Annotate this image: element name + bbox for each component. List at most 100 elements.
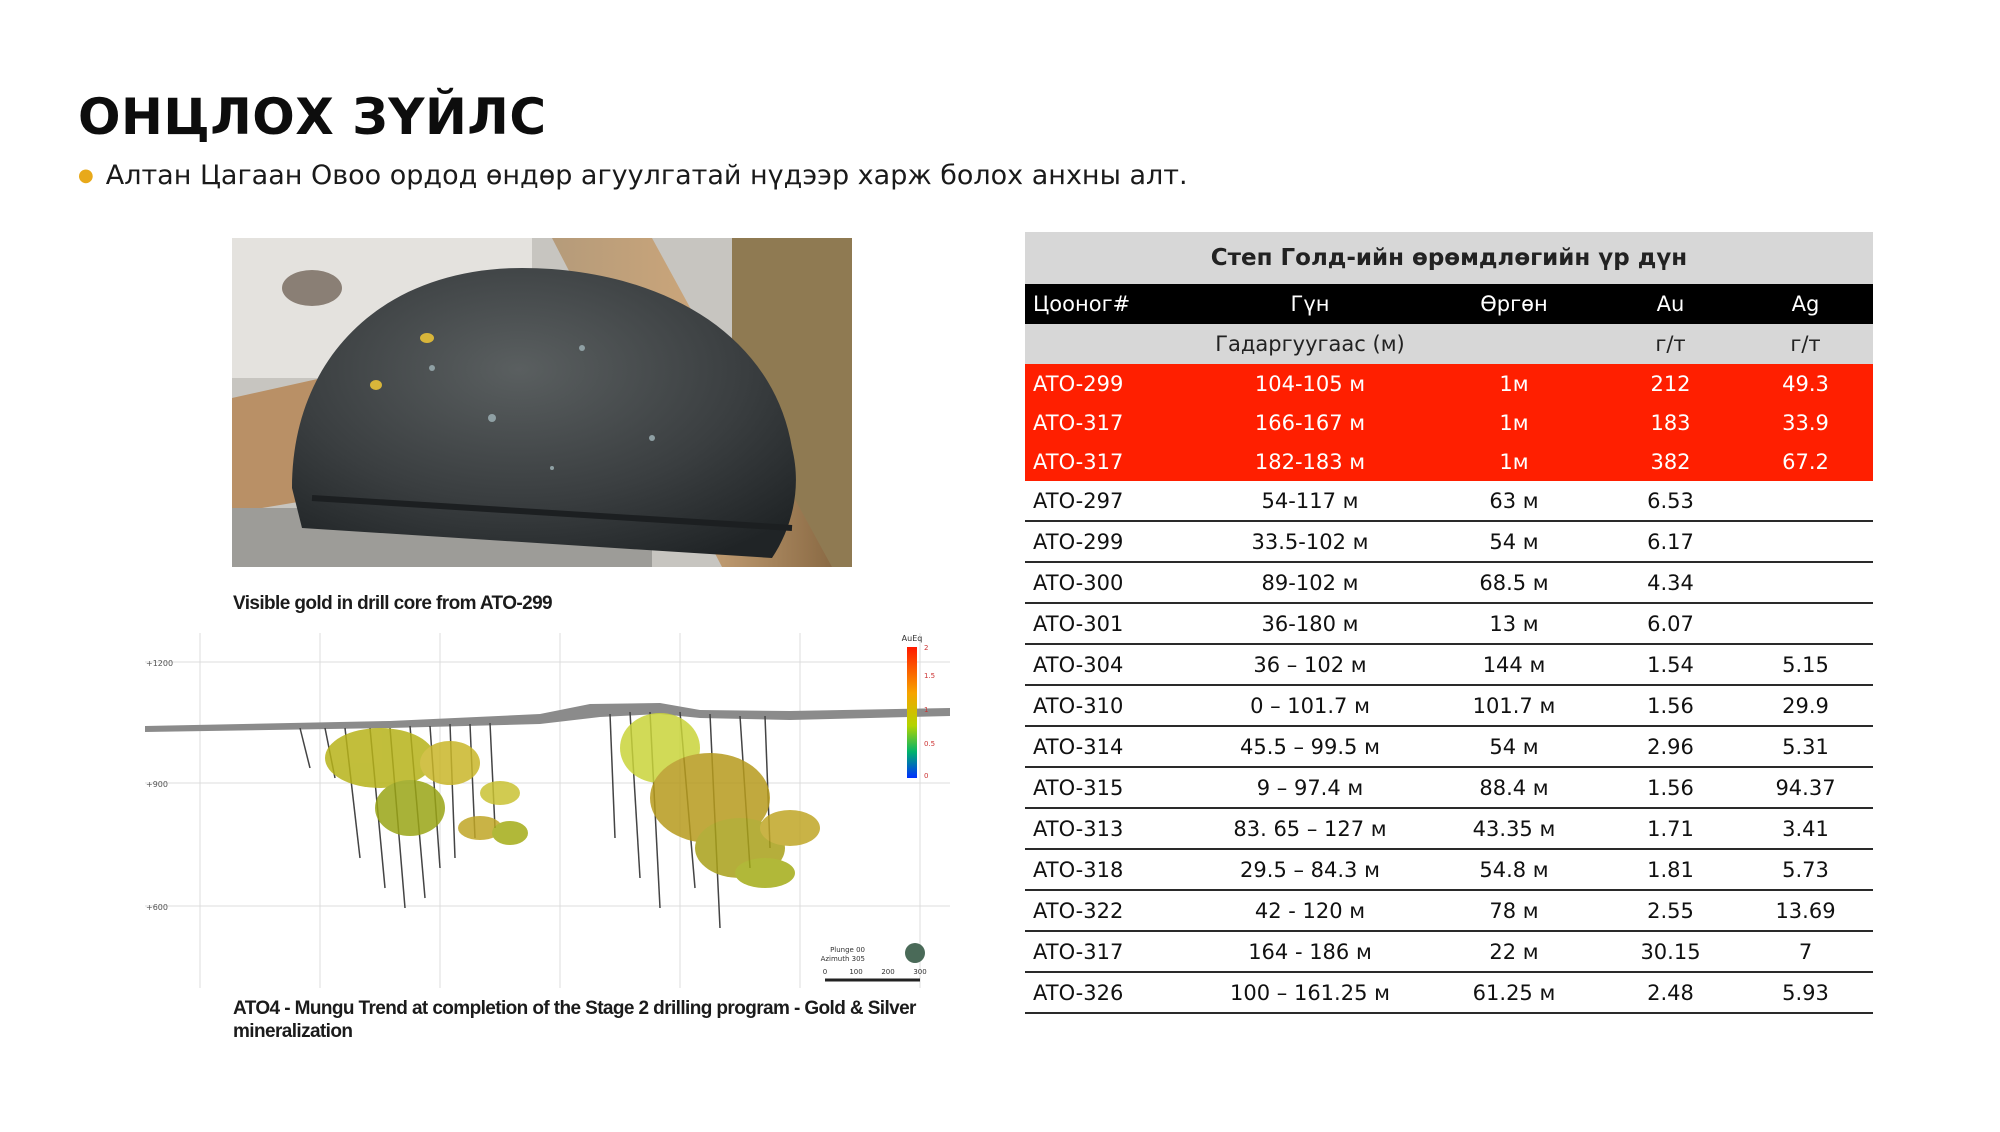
cell-ag: 5.15 xyxy=(1738,644,1873,686)
cell-depth: 36 – 102 м xyxy=(1195,644,1425,686)
cell-ag: 94.37 xyxy=(1738,767,1873,809)
cell-au: 1.54 xyxy=(1603,644,1738,686)
elevation-label: +1200 xyxy=(146,659,173,668)
table-row: ATO-299 33.5-102 м 54 м 6.17 xyxy=(1025,521,1873,563)
table-row: ATO-304 36 – 102 м 144 м 1.54 5.15 xyxy=(1025,644,1873,686)
unit-ag: г/т xyxy=(1738,324,1873,364)
cell-au: 6.53 xyxy=(1603,481,1738,522)
cell-au: 1.71 xyxy=(1603,808,1738,850)
table-row: ATO-299 104-105 м 1м 212 49.3 xyxy=(1025,364,1873,403)
cell-au: 183 xyxy=(1603,403,1738,442)
cell-ag xyxy=(1738,481,1873,522)
cell-depth: 100 – 161.25 м xyxy=(1195,972,1425,1014)
cell-au: 1.56 xyxy=(1603,685,1738,727)
cell-width: 54 м xyxy=(1425,726,1603,768)
table-row: ATO-315 9 – 97.4 м 88.4 м 1.56 94.37 xyxy=(1025,767,1873,809)
cell-depth: 45.5 – 99.5 м xyxy=(1195,726,1425,768)
cell-au: 2.55 xyxy=(1603,890,1738,932)
cell-depth: 36-180 м xyxy=(1195,603,1425,645)
cell-au: 2.96 xyxy=(1603,726,1738,768)
scale-tick: 0 xyxy=(823,968,827,976)
cell-width: 13 м xyxy=(1425,603,1603,645)
cell-hole: ATO-317 xyxy=(1025,442,1195,481)
header-ag: Ag xyxy=(1738,284,1873,324)
page-title: ОНЦЛОХ ЗҮЙЛС xyxy=(78,88,547,146)
cell-depth: 89-102 м xyxy=(1195,562,1425,604)
table-row: ATO-313 83. 65 – 127 м 43.35 м 1.71 3.41 xyxy=(1025,808,1873,850)
table-body: ATO-299 104-105 м 1м 212 49.3 ATO-317 166-167 … xyxy=(1025,364,1873,1014)
cell-ag: 5.31 xyxy=(1738,726,1873,768)
cell-hole: ATO-313 xyxy=(1025,808,1195,850)
cell-depth: 33.5-102 м xyxy=(1195,521,1425,563)
azimuth-text: Azimuth 305 xyxy=(821,955,865,963)
plunge-text: Plunge 00 xyxy=(830,946,865,954)
cell-width: 54.8 м xyxy=(1425,849,1603,891)
cell-width: 61.25 м xyxy=(1425,972,1603,1014)
cell-hole: ATO-318 xyxy=(1025,849,1195,891)
table-row: ATO-318 29.5 – 84.3 м 54.8 м 1.81 5.73 xyxy=(1025,849,1873,891)
cell-hole: ATO-317 xyxy=(1025,931,1195,973)
header-depth: Гүн xyxy=(1195,284,1425,324)
colorbar-tick: 0.5 xyxy=(924,740,935,748)
cell-width: 88.4 м xyxy=(1425,767,1603,809)
table-caption: Степ Голд-ийн өрөмдлөгийн үр дүн xyxy=(1025,232,1873,284)
cell-ag: 5.73 xyxy=(1738,849,1873,891)
cell-depth: 29.5 – 84.3 м xyxy=(1195,849,1425,891)
orientation-globe-icon xyxy=(905,943,925,963)
cell-depth: 182-183 м xyxy=(1195,442,1425,481)
scale-tick: 100 xyxy=(849,968,862,976)
cell-hole: ATO-314 xyxy=(1025,726,1195,768)
cell-au: 382 xyxy=(1603,442,1738,481)
cell-width: 54 м xyxy=(1425,521,1603,563)
cell-ag: 49.3 xyxy=(1738,364,1873,403)
unit-hole xyxy=(1025,324,1195,364)
cell-hole: ATO-310 xyxy=(1025,685,1195,727)
drill-core-image xyxy=(232,238,852,567)
cross-section-diagram: AuEq 2 1.5 1 0.5 0 +1200 +900 +600 Plung… xyxy=(145,633,950,988)
elevation-label: +900 xyxy=(146,780,168,789)
cell-depth: 0 – 101.7 м xyxy=(1195,685,1425,727)
cell-width: 101.7 м xyxy=(1425,685,1603,727)
table-row: ATO-300 89-102 м 68.5 м 4.34 xyxy=(1025,562,1873,604)
cell-hole: ATO-299 xyxy=(1025,364,1195,403)
scale-tick: 300 xyxy=(913,968,926,976)
header-au: Au xyxy=(1603,284,1738,324)
cell-au: 4.34 xyxy=(1603,562,1738,604)
drill-results-table: Степ Голд-ийн өрөмдлөгийн үр дүн Цооног#… xyxy=(1025,232,1873,1014)
table-row: ATO-326 100 – 161.25 м 61.25 м 2.48 5.93 xyxy=(1025,972,1873,1014)
cell-hole: ATO-301 xyxy=(1025,603,1195,645)
colorbar-title: AuEq xyxy=(902,634,923,643)
cell-depth: 83. 65 – 127 м xyxy=(1195,808,1425,850)
section-caption: ATO4 - Mungu Trend at completion of the … xyxy=(233,998,916,1042)
table-row: ATO-310 0 – 101.7 м 101.7 м 1.56 29.9 xyxy=(1025,685,1873,727)
cell-width: 68.5 м xyxy=(1425,562,1603,604)
cell-width: 63 м xyxy=(1425,481,1603,522)
cell-depth: 54-117 м xyxy=(1195,481,1425,522)
unit-width xyxy=(1425,324,1603,364)
cell-width: 43.35 м xyxy=(1425,808,1603,850)
cell-ag: 67.2 xyxy=(1738,442,1873,481)
scale-tick: 200 xyxy=(881,968,894,976)
cell-hole: ATO-297 xyxy=(1025,481,1195,522)
table-row: ATO-314 45.5 – 99.5 м 54 м 2.96 5.31 xyxy=(1025,726,1873,768)
cell-au: 1.56 xyxy=(1603,767,1738,809)
subtitle-text: Алтан Цагаан Овоо ордод өндөр агуулгатай… xyxy=(105,160,1188,191)
cell-depth: 42 - 120 м xyxy=(1195,890,1425,932)
subtitle: ● Алтан Цагаан Овоо ордод өндөр агуулгат… xyxy=(78,160,1188,191)
cell-ag: 13.69 xyxy=(1738,890,1873,932)
cell-au: 6.07 xyxy=(1603,603,1738,645)
cell-au: 1.81 xyxy=(1603,849,1738,891)
cell-width: 22 м xyxy=(1425,931,1603,973)
elevation-label: +600 xyxy=(146,903,168,912)
cell-ag: 33.9 xyxy=(1738,403,1873,442)
unit-depth: Гадаргуугаас (м) xyxy=(1195,324,1425,364)
table-row: ATO-297 54-117 м 63 м 6.53 xyxy=(1025,481,1873,522)
cell-depth: 104-105 м xyxy=(1195,364,1425,403)
colorbar-tick: 0 xyxy=(924,772,928,780)
cell-au: 2.48 xyxy=(1603,972,1738,1014)
cell-ag: 5.93 xyxy=(1738,972,1873,1014)
cell-hole: ATO-299 xyxy=(1025,521,1195,563)
cell-ag xyxy=(1738,521,1873,563)
table-header-row: Цооног# Гүн Өргөн Au Ag xyxy=(1025,284,1873,324)
table-units-row: Гадаргуугаас (м) г/т г/т xyxy=(1025,324,1873,364)
